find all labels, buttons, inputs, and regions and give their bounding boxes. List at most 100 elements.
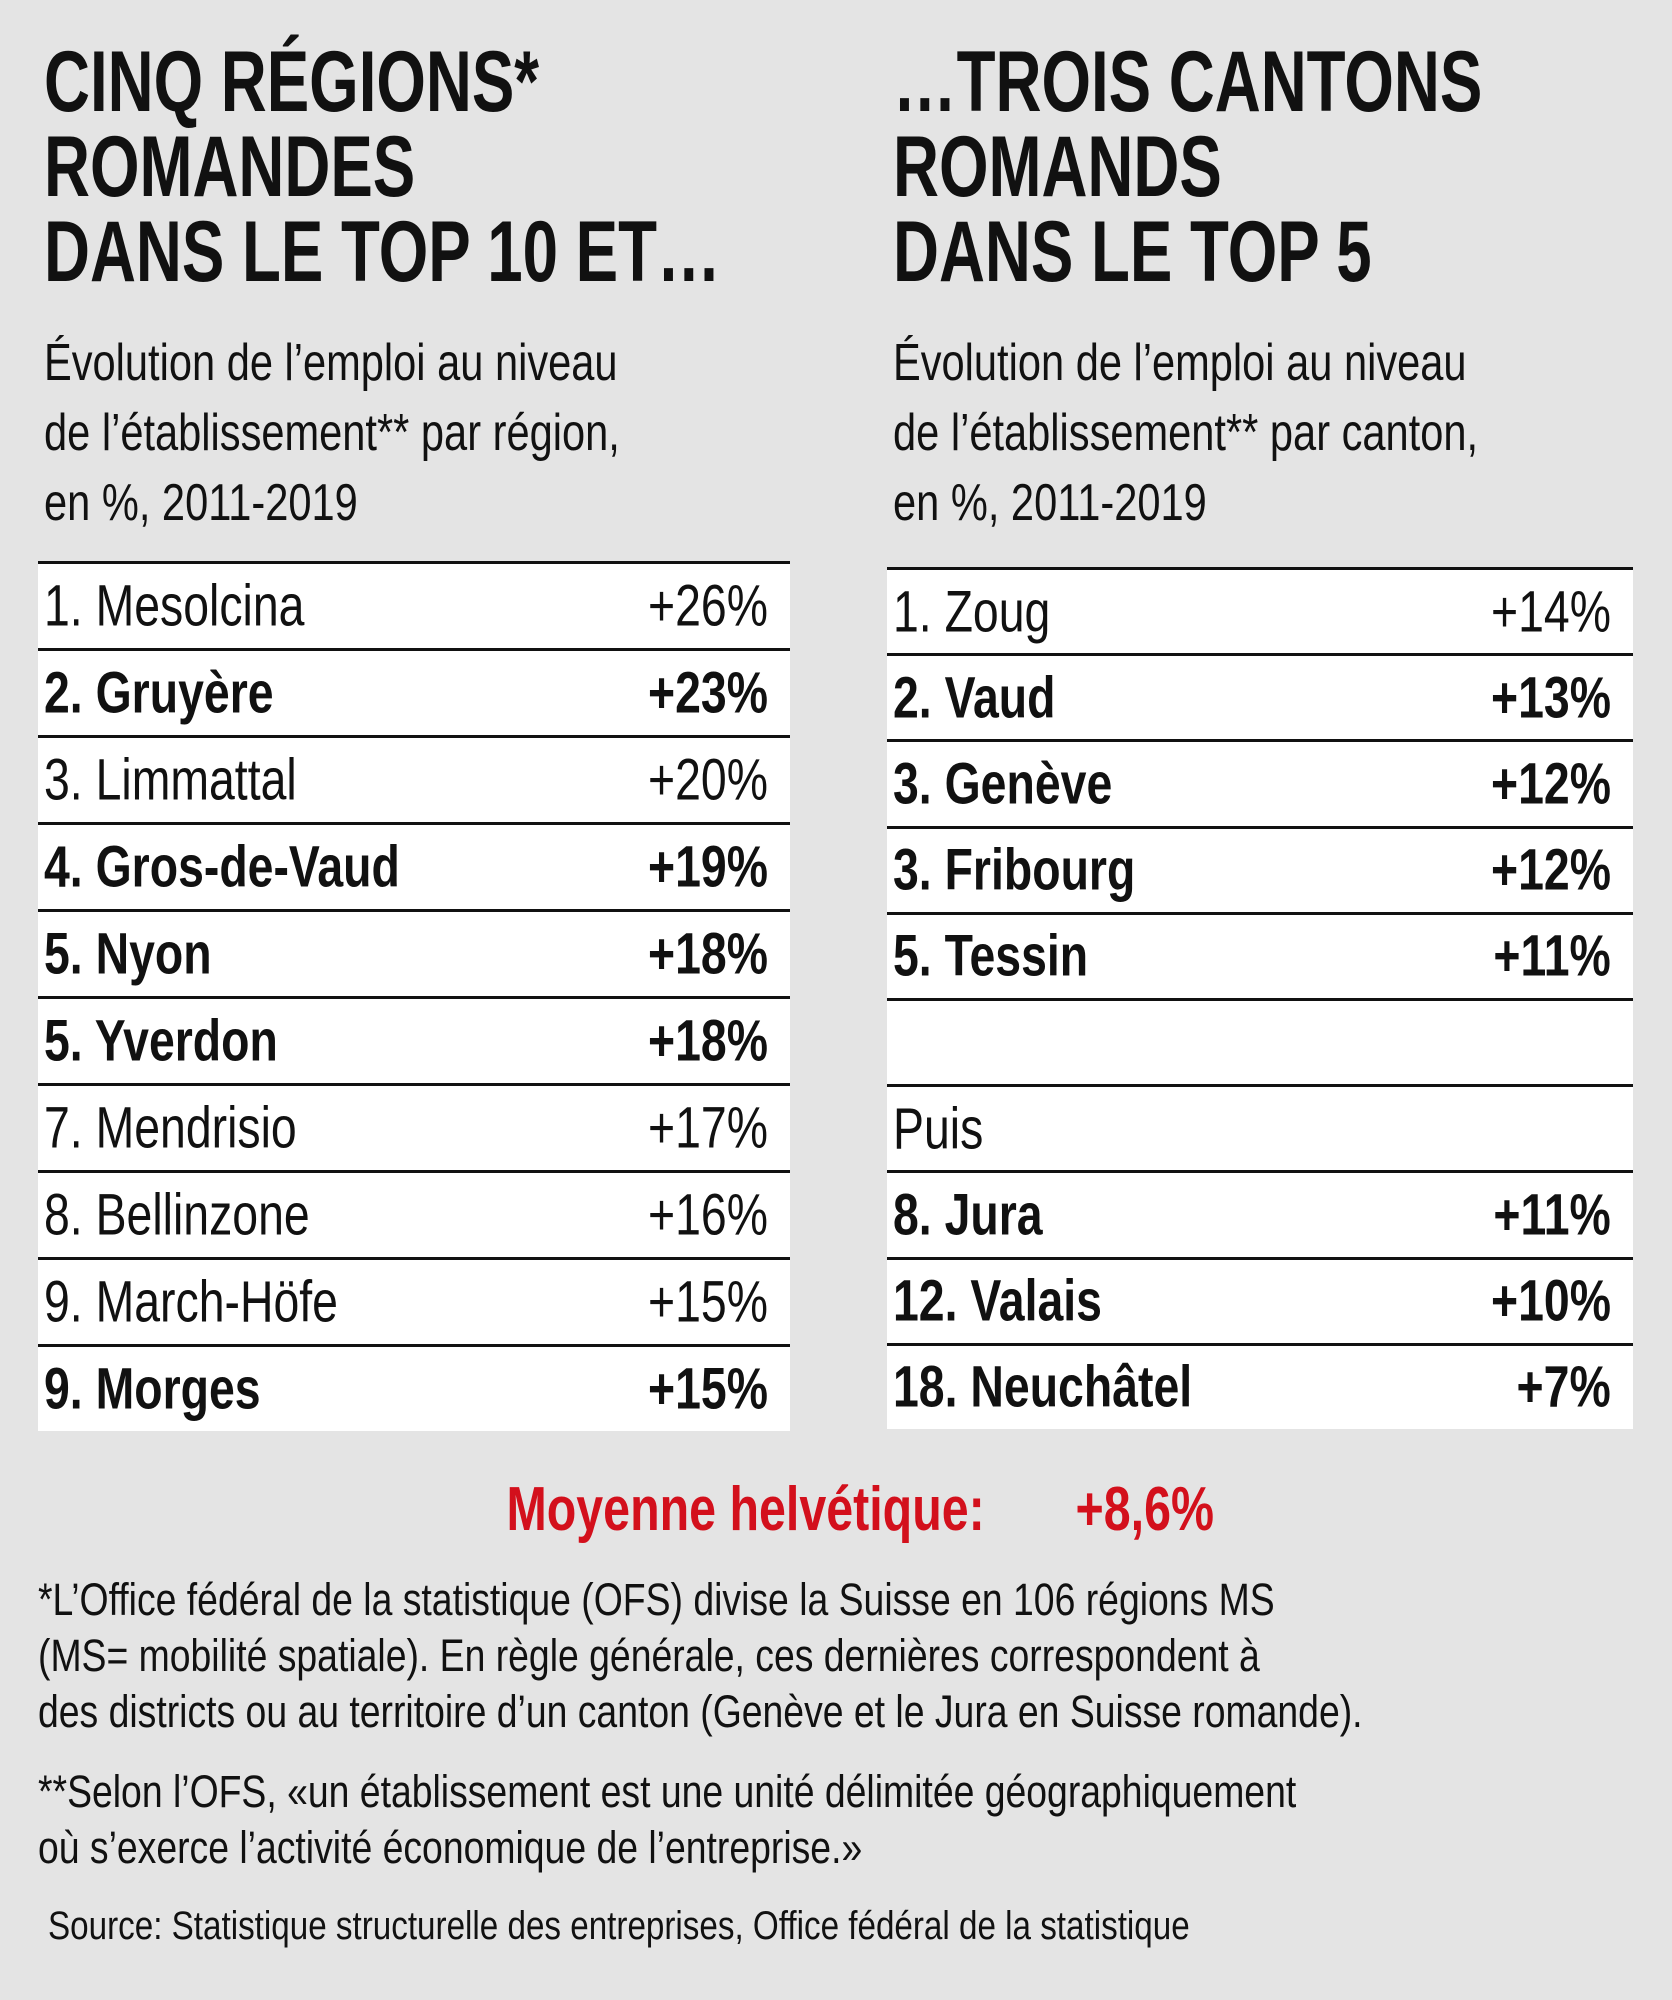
footnote-line: où s’exerce l’activité économique de l’e…	[38, 1820, 1031, 1876]
column-title-text: CINQ RÉGIONS*	[44, 34, 540, 130]
column-subtitle-text: de l’établissement** par canton,	[893, 404, 1479, 462]
row-label-text: 7. Mendrisio	[44, 1095, 297, 1161]
source: Source: Statistique structurelle des ent…	[48, 1904, 1424, 1949]
table-row: 18. Neuchâtel +7%	[887, 1342, 1633, 1429]
row-value: +18%	[618, 1008, 768, 1075]
row-label: 3. Genève	[893, 750, 1167, 817]
row-label-text: 5. Tessin	[893, 923, 1089, 989]
row-value-text: +15%	[648, 1356, 768, 1422]
column-title: DANS LE TOP 10 ET…	[44, 209, 958, 295]
row-label-text: Puis	[893, 1096, 984, 1162]
table-row: 4. Gros-de-Vaud +19%	[38, 822, 790, 909]
row-label-text: 2. Vaud	[893, 665, 1056, 731]
column-title-text: …TROIS CANTONS	[893, 34, 1483, 130]
row-label-text: 1. Zoug	[893, 579, 1051, 645]
table-row: 12. Valais +10%	[887, 1256, 1633, 1343]
table-row: 7. Mendrisio +17%	[38, 1083, 790, 1170]
row-label: 12. Valais	[893, 1268, 1154, 1335]
row-label: 3. Limmattal	[44, 747, 360, 814]
average: Moyenne helvétique: +8,6%	[0, 1474, 1672, 1545]
footnote-line: des districts ou au territoire d’un cant…	[38, 1684, 1634, 1740]
row-value-text: +18%	[648, 921, 768, 987]
footnote-line: (MS= mobilité spatiale). En règle généra…	[38, 1628, 1510, 1684]
row-value-text: +12%	[1491, 837, 1611, 903]
row-value-text: +12%	[1491, 751, 1611, 817]
column-title-text: ROMANDES	[44, 119, 416, 215]
row-label: 1. Mesolcina	[44, 573, 370, 640]
table-row: Puis	[887, 1084, 1633, 1171]
row-value: +26%	[618, 573, 768, 640]
table-row: 5. Tessin +11%	[887, 911, 1633, 998]
row-label-text: 5. Yverdon	[44, 1008, 278, 1074]
average-label-text: Moyenne helvétique:	[506, 1475, 985, 1544]
row-value: +17%	[618, 1095, 768, 1162]
column-subtitle: Évolution de l’emploi au niveau	[893, 328, 1610, 398]
row-value: +16%	[618, 1182, 768, 1249]
row-label: 3. Fribourg	[893, 837, 1196, 904]
table-row: 2. Gruyère +23%	[38, 648, 790, 735]
row-label: 8. Bellinzone	[44, 1182, 376, 1249]
footnote-line-text: des districts ou au territoire d’un cant…	[38, 1686, 1363, 1737]
row-value-text: +26%	[648, 573, 768, 639]
table-row: 2. Vaud +13%	[887, 653, 1633, 740]
table-row: 9. Morges +15%	[38, 1344, 790, 1431]
row-value-text: +11%	[1493, 1182, 1611, 1248]
row-value-text: +17%	[648, 1095, 768, 1161]
average-value: +8,6%	[1056, 1474, 1234, 1545]
row-label: 7. Mendrisio	[44, 1095, 360, 1162]
row-label-text: 4. Gros-de-Vaud	[44, 834, 400, 900]
footnote-line-text: **Selon l’OFS, «un établissement est une…	[38, 1766, 1297, 1817]
average-value-text: +8,6%	[1075, 1475, 1214, 1544]
column-subtitle-text: Évolution de l’emploi au niveau	[893, 334, 1467, 392]
row-label-text: 8. Bellinzone	[44, 1182, 310, 1248]
row-label: Puis	[893, 1095, 1006, 1162]
column-title: CINQ RÉGIONS*	[44, 34, 713, 130]
row-value: +12%	[1461, 750, 1611, 817]
column-subtitle: en %, 2011-2019	[44, 468, 436, 538]
row-value: +11%	[1464, 1181, 1611, 1248]
row-label-text: 9. Morges	[44, 1356, 261, 1422]
footnote-line-text: *L’Office fédéral de la statistique (OFS…	[38, 1574, 1275, 1625]
row-value: +15%	[618, 1269, 768, 1336]
row-label: 18. Neuchâtel	[893, 1354, 1267, 1421]
empty-row	[887, 998, 1633, 1085]
row-label: 2. Vaud	[893, 664, 1096, 731]
row-label: 5. Yverdon	[44, 1008, 336, 1075]
column-subtitle: de l’établissement** par région,	[44, 398, 764, 468]
table-row: 3. Genève +12%	[887, 739, 1633, 826]
row-value-text: +11%	[1493, 923, 1611, 989]
row-value-text: +15%	[648, 1269, 768, 1335]
row-label-text: 1. Mesolcina	[44, 573, 305, 639]
table-row: 1. Mesolcina +26%	[38, 561, 790, 648]
row-label-text: 18. Neuchâtel	[893, 1354, 1193, 1420]
row-label-text: 3. Limmattal	[44, 747, 297, 813]
row-label-text: 12. Valais	[893, 1268, 1102, 1334]
column-title: DANS LE TOP 5	[893, 204, 1540, 300]
source-text: Source: Statistique structurelle des ent…	[48, 1904, 1190, 1948]
average-label: Moyenne helvétique:	[439, 1474, 1052, 1545]
table-row: 8. Jura +11%	[887, 1170, 1633, 1257]
row-value: +10%	[1461, 1268, 1611, 1335]
row-value-text: +18%	[648, 1008, 768, 1074]
row-label-text: 5. Nyon	[44, 921, 212, 987]
footnote-line: **Selon l’OFS, «un établissement est une…	[38, 1764, 1554, 1820]
column-title-text: DANS LE TOP 5	[893, 204, 1372, 300]
row-value-text: +16%	[648, 1182, 768, 1248]
column-subtitle-text: Évolution de l’emploi au niveau	[44, 334, 618, 392]
table-row: 5. Yverdon +18%	[38, 996, 790, 1083]
row-value: +23%	[618, 660, 768, 727]
table-row: 9. March-Höfe +15%	[38, 1257, 790, 1344]
column-subtitle: Évolution de l’emploi au niveau	[44, 328, 761, 398]
row-value: +15%	[618, 1356, 768, 1423]
row-label: 4. Gros-de-Vaud	[44, 834, 489, 901]
table-row: 1. Zoug +14%	[887, 567, 1633, 654]
row-value-text: +13%	[1491, 665, 1611, 731]
footnote-line-text: (MS= mobilité spatiale). En règle généra…	[38, 1630, 1260, 1681]
column-subtitle-text: de l’établissement** par région,	[44, 404, 620, 462]
row-value-text: +19%	[648, 834, 768, 900]
row-value-text: +23%	[648, 660, 768, 726]
footnote-line-text: où s’exerce l’activité économique de l’e…	[38, 1822, 863, 1873]
column-title: ROMANDES	[44, 119, 546, 215]
row-value: +20%	[618, 747, 768, 814]
